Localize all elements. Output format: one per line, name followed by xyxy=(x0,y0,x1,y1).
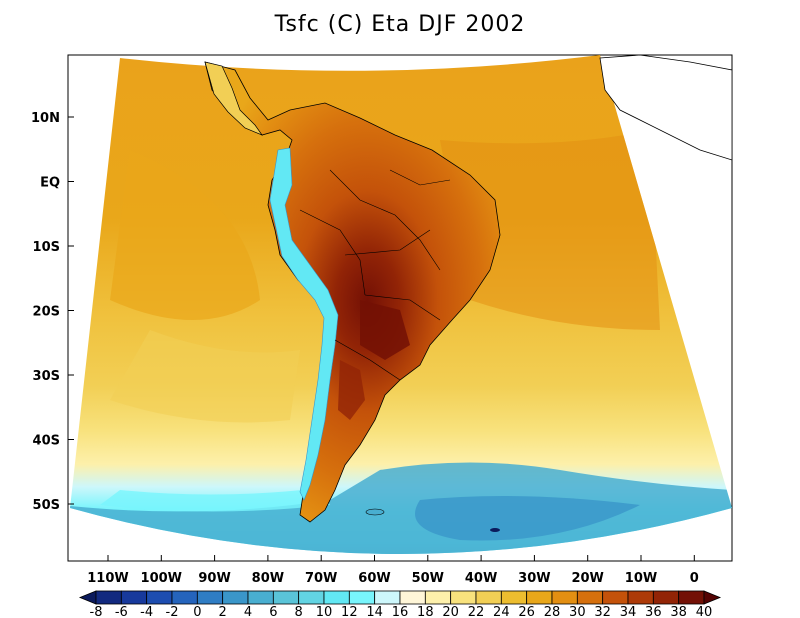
colorbar-swatch xyxy=(247,590,274,605)
x-axis: 110W 100W 90W 80W 70W 60W 50W 40W 30W 20W 10W 0 xyxy=(87,555,699,586)
x-tick-label: 10W xyxy=(625,571,657,586)
colorbar-label: 40 xyxy=(696,605,713,618)
x-tick-label: 50W xyxy=(412,571,444,586)
colorbar-label: 8 xyxy=(295,605,303,618)
y-tick-label: 10N xyxy=(31,111,60,126)
colorbar-label: 36 xyxy=(645,605,662,618)
colorbar-label: 4 xyxy=(244,605,252,618)
x-tick-label: 30W xyxy=(518,571,550,586)
colorbar-swatch xyxy=(95,590,122,605)
x-tick-label: 110W xyxy=(87,571,128,586)
colorbar-label: 14 xyxy=(366,605,383,618)
colorbar-label: 22 xyxy=(468,605,485,618)
colorbar-swatch xyxy=(576,590,604,605)
colorbar-swatch xyxy=(196,590,224,605)
colorbar-swatch xyxy=(272,590,300,605)
colorbar-label: 28 xyxy=(544,605,561,618)
y-tick-label: 10S xyxy=(33,240,60,255)
y-tick-label: 50S xyxy=(33,498,60,513)
y-tick-label: 20S xyxy=(33,305,60,320)
colorbar-swatch xyxy=(526,590,553,605)
colorbar-label: 18 xyxy=(417,605,434,618)
y-tick-label: 30S xyxy=(33,369,60,384)
colorbar-label: 16 xyxy=(392,605,409,618)
colorbar-label: 24 xyxy=(493,605,510,618)
colorbar-swatch xyxy=(602,590,629,605)
colorbar-swatch xyxy=(627,590,654,605)
x-tick-label: 60W xyxy=(358,571,390,586)
colorbar-label: 20 xyxy=(442,605,459,618)
colorbar-label: 6 xyxy=(269,605,277,618)
colorbar-swatch xyxy=(323,590,350,605)
colorbar-label: 0 xyxy=(193,605,201,618)
colorbar-swatch xyxy=(450,590,477,605)
y-axis: 10N EQ 10S 20S 30S 40S 50S xyxy=(31,111,74,513)
colorbar-label: 2 xyxy=(219,605,227,618)
colorbar-swatch xyxy=(222,590,249,605)
x-tick-label: 40W xyxy=(465,571,497,586)
south-georgia xyxy=(490,528,500,532)
colorbar-label: 34 xyxy=(620,605,637,618)
colorbar-swatch xyxy=(399,590,426,605)
colorbar-label: 30 xyxy=(569,605,586,618)
south-america-landmass xyxy=(204,61,501,523)
colorbar-swatch xyxy=(424,590,452,605)
colorbar-label: 26 xyxy=(518,605,535,618)
x-tick-label: 70W xyxy=(305,571,337,586)
colorbar-label: -8 xyxy=(90,605,103,618)
x-tick-label: 0 xyxy=(690,571,699,586)
y-tick-label: 40S xyxy=(33,434,60,449)
colorbar-swatch xyxy=(146,590,173,605)
colorbar-low-arrow xyxy=(78,590,97,605)
africa-outline xyxy=(599,54,733,161)
colorbar-swatch xyxy=(678,590,705,605)
colorbar-swatch xyxy=(298,590,325,605)
falkland-islands xyxy=(365,508,385,516)
colorbar-high-arrow xyxy=(703,590,722,605)
colorbar-swatch xyxy=(500,590,528,605)
x-tick-label: 90W xyxy=(198,571,230,586)
colorbar-label: 12 xyxy=(341,605,358,618)
colorbar-swatch xyxy=(171,590,198,605)
x-tick-label: 100W xyxy=(141,571,182,586)
colorbar-swatch xyxy=(475,590,502,605)
x-tick-label: 80W xyxy=(252,571,284,586)
colorbar-label: -6 xyxy=(115,605,128,618)
colorbar-swatch xyxy=(374,590,401,605)
colorbar-swatch xyxy=(652,590,680,605)
colorbar-label: -4 xyxy=(140,605,153,618)
colorbar-label: 10 xyxy=(316,605,333,618)
colorbar-swatch xyxy=(120,590,148,605)
x-tick-label: 20W xyxy=(571,571,603,586)
colorbar-label: 38 xyxy=(670,605,687,618)
colorbar-swatch xyxy=(551,590,578,605)
colorbar-label: 32 xyxy=(594,605,611,618)
y-tick-label: EQ xyxy=(40,176,60,191)
colorbar: -8 -6 -4 -2 0 2 4 6 8 10 12 14 16 18 20 22 24 26 28 30 32 34 3… xyxy=(78,590,722,618)
colorbar-label: -2 xyxy=(166,605,179,618)
map-title: Tsfc (C) Eta DJF 2002 xyxy=(274,12,526,37)
colorbar-swatch xyxy=(348,590,376,605)
